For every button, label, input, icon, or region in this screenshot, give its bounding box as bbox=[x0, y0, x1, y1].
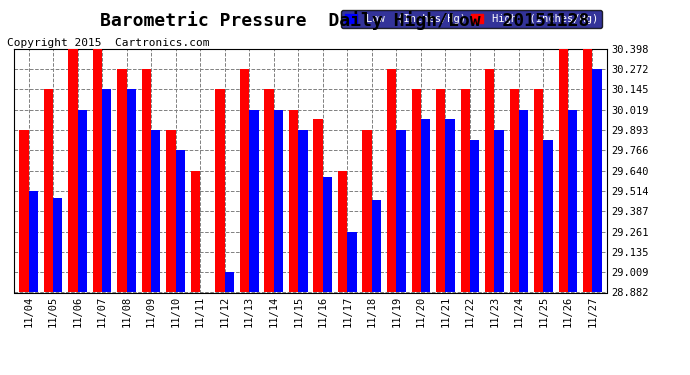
Bar bbox=[593, 69, 602, 292]
Bar bbox=[534, 89, 544, 292]
Bar bbox=[387, 69, 396, 292]
Bar bbox=[544, 140, 553, 292]
Bar bbox=[53, 198, 62, 292]
Bar bbox=[362, 130, 372, 292]
Bar bbox=[92, 49, 102, 292]
Bar bbox=[323, 177, 332, 292]
Text: Barometric Pressure  Daily High/Low  20151128: Barometric Pressure Daily High/Low 20151… bbox=[100, 11, 590, 30]
Legend: Low  (Inches/Hg), High  (Inches/Hg): Low (Inches/Hg), High (Inches/Hg) bbox=[341, 10, 602, 28]
Bar bbox=[77, 110, 87, 292]
Bar bbox=[264, 89, 274, 292]
Bar bbox=[166, 130, 176, 292]
Bar bbox=[519, 110, 529, 292]
Bar bbox=[240, 69, 249, 292]
Bar bbox=[126, 89, 136, 292]
Bar bbox=[436, 89, 445, 292]
Bar bbox=[470, 140, 479, 292]
Bar bbox=[43, 89, 53, 292]
Bar bbox=[274, 110, 283, 292]
Bar bbox=[372, 200, 381, 292]
Bar bbox=[289, 110, 298, 292]
Bar bbox=[347, 231, 357, 292]
Bar bbox=[102, 89, 111, 292]
Bar bbox=[495, 130, 504, 292]
Bar bbox=[298, 130, 308, 292]
Bar bbox=[338, 171, 347, 292]
Bar bbox=[445, 119, 455, 292]
Bar bbox=[421, 119, 430, 292]
Bar bbox=[568, 110, 578, 292]
Bar bbox=[191, 171, 200, 292]
Bar bbox=[28, 191, 38, 292]
Bar bbox=[411, 89, 421, 292]
Bar bbox=[559, 49, 568, 292]
Bar bbox=[117, 69, 126, 292]
Bar bbox=[485, 69, 495, 292]
Bar bbox=[225, 272, 234, 292]
Bar bbox=[19, 130, 28, 292]
Bar bbox=[68, 49, 77, 292]
Bar bbox=[510, 89, 519, 292]
Text: Copyright 2015  Cartronics.com: Copyright 2015 Cartronics.com bbox=[7, 38, 209, 48]
Bar bbox=[396, 130, 406, 292]
Bar bbox=[583, 49, 593, 292]
Bar bbox=[142, 69, 151, 292]
Bar bbox=[215, 89, 225, 292]
Bar bbox=[460, 89, 470, 292]
Bar bbox=[176, 150, 185, 292]
Bar bbox=[313, 119, 323, 292]
Bar bbox=[249, 110, 259, 292]
Bar bbox=[151, 130, 161, 292]
